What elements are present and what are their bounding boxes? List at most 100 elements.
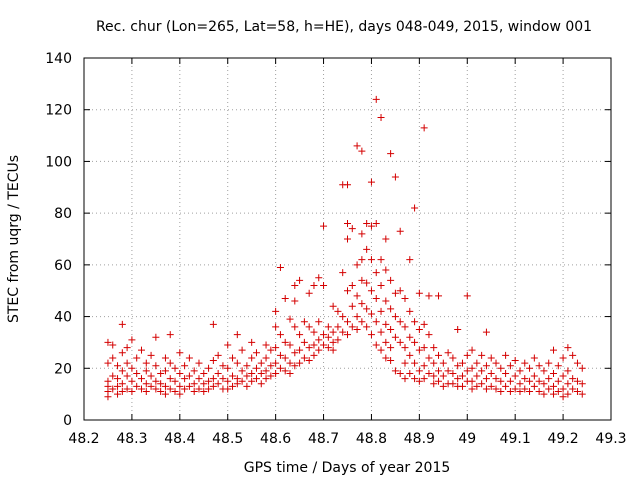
data-point [276,364,284,372]
data-point [200,369,208,377]
data-point [358,147,366,155]
x-tick-label: 48.2 [68,431,99,447]
data-point [497,388,505,396]
data-point [535,388,543,396]
data-point [329,346,337,354]
data-point [109,372,117,380]
data-point [463,367,471,375]
data-point [411,204,419,212]
data-point [382,235,390,243]
data-points [104,95,586,401]
data-point [382,354,390,362]
data-point [205,377,213,385]
data-point [233,359,241,367]
data-point [224,364,232,372]
data-point [190,388,198,396]
data-point [506,388,514,396]
data-point [142,359,150,367]
data-point [420,320,428,328]
data-point [502,351,510,359]
data-point [296,359,304,367]
data-point [550,382,558,390]
data-point [348,225,356,233]
data-point [382,297,390,305]
data-point [391,289,399,297]
data-point [401,375,409,383]
data-point [176,390,184,398]
data-point [516,388,524,396]
y-tick-label: 80 [54,206,72,222]
data-point [176,349,184,357]
data-point [310,328,318,336]
data-point [315,318,323,326]
data-point [363,305,371,313]
data-point [195,375,203,383]
data-point [468,346,476,354]
data-point [406,351,414,359]
data-point [353,326,361,333]
data-point [152,377,160,385]
data-point [363,279,371,287]
data-point [300,338,308,346]
x-tick-label: 48.8 [356,431,387,447]
data-point [248,369,256,377]
data-point [482,362,490,370]
data-point [387,276,395,284]
data-point [478,380,486,388]
data-point [276,351,284,359]
data-point [205,385,213,393]
data-point [420,362,428,370]
y-tick-label: 20 [54,361,72,377]
data-point [310,351,318,359]
data-point [252,364,260,372]
data-point [114,382,122,390]
data-point [487,354,495,362]
data-point [176,369,184,377]
x-axis-ticks: 48.2 48.3 48.4 48.5 48.6 48.7 48.8 48.9 49 49.1 49… [68,58,627,447]
data-point [372,294,380,302]
data-point [238,377,246,385]
data-point [272,359,280,367]
data-point [492,375,500,383]
data-point [420,344,428,352]
data-point [358,276,366,284]
data-point [526,364,534,372]
x-tick-label: 48.3 [116,431,147,447]
data-point [118,320,126,328]
data-point [118,349,126,357]
data-point [458,359,466,367]
data-point [114,362,122,370]
data-point [272,369,280,377]
data-point [339,313,347,321]
data-point [147,372,155,380]
data-point [482,375,490,383]
y-tick-label: 100 [45,154,72,170]
data-point [492,385,500,393]
data-point [511,357,519,365]
data-point [435,367,443,375]
data-point [320,282,328,290]
data-point [372,95,380,103]
data-point [363,323,371,331]
data-point [324,344,332,352]
data-point [425,354,433,362]
data-point [185,354,193,362]
data-point [526,388,534,396]
data-point [147,382,155,390]
data-point [406,256,414,264]
data-point [209,382,217,390]
plot-frame [83,57,612,421]
data-point [334,336,342,344]
data-point [147,351,155,359]
data-point [420,375,428,383]
data-point [473,382,481,390]
data-point [109,385,117,393]
data-point [353,261,361,269]
data-point [118,388,126,396]
data-point [468,377,476,385]
data-point [281,338,289,346]
data-point [540,390,548,398]
data-point [372,219,380,227]
data-point [573,388,581,396]
data-point [118,380,126,388]
